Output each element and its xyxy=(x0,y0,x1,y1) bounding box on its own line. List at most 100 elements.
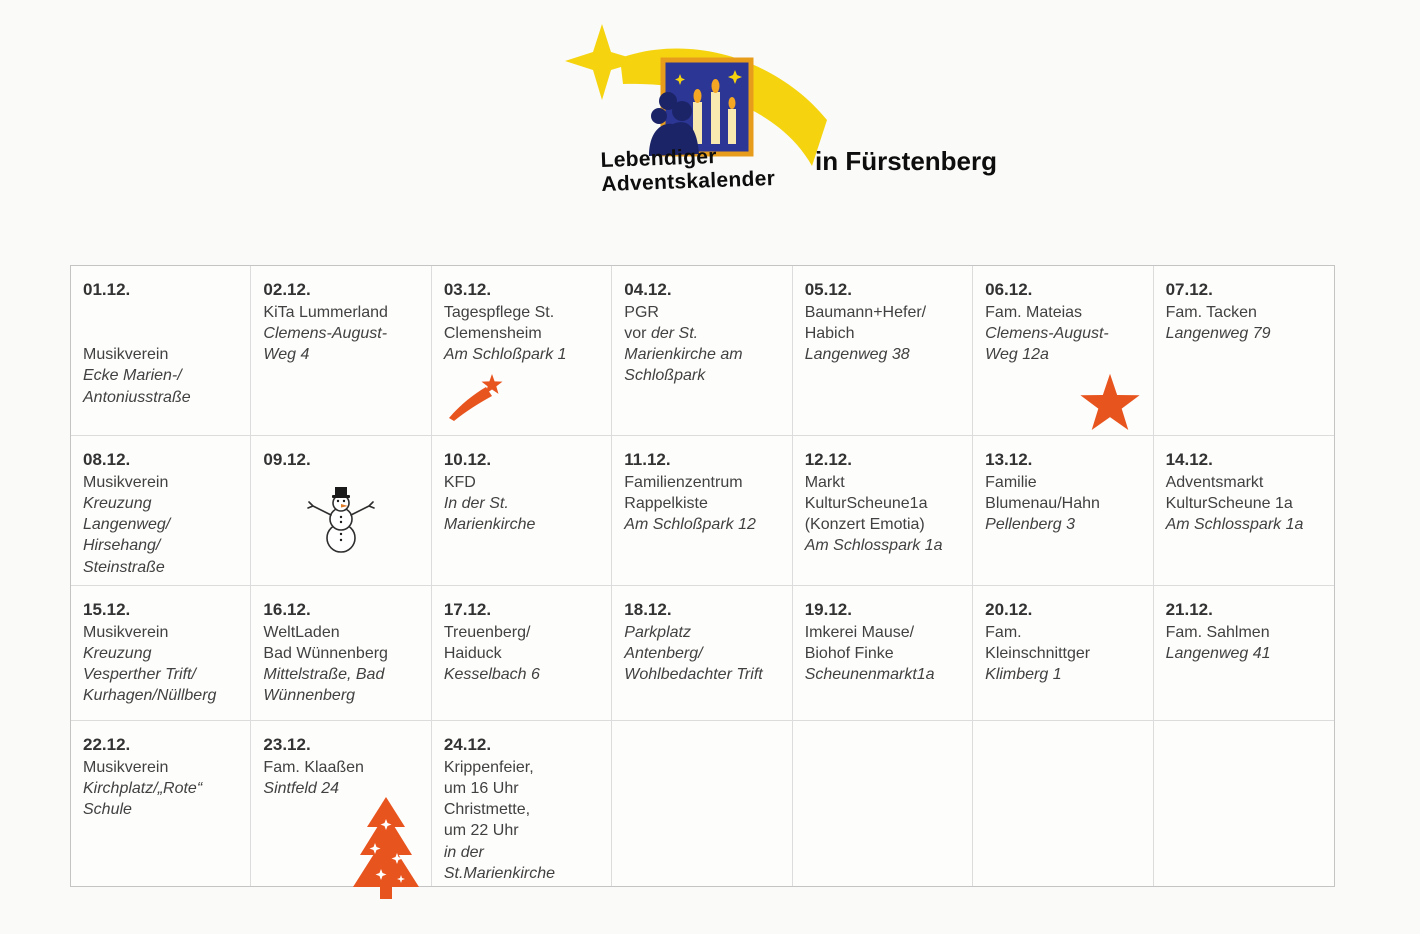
calendar-cell-09-12: 09.12. xyxy=(251,436,432,586)
cell-text-line: WeltLaden xyxy=(263,623,340,641)
cell-text-line: Am Schloßpark 1 xyxy=(443,346,567,364)
calendar-grid: 01.12. Musikverein Ecke Marien-/ Antoniuss… xyxy=(70,265,1335,900)
calendar-cell-10-12: 10.12. KFD In der St. Marienkirche xyxy=(431,436,613,586)
cell-date-label: 18.12. xyxy=(624,600,672,619)
page-header: Lebendiger Adventskalender in Fürstenber… xyxy=(0,0,1420,265)
cell-date-label: 12.12. xyxy=(804,450,852,469)
cell-text-line: Kleinschnittger xyxy=(985,644,1091,662)
shooting-star-icon xyxy=(448,373,504,422)
cell-text-line: Habich xyxy=(804,324,855,342)
cell-date-label: 17.12. xyxy=(443,600,492,619)
cell-text-line: Parkplatz xyxy=(624,623,691,641)
cell-text-line: Haiduck xyxy=(443,644,502,662)
adventskalender-logo-icon xyxy=(565,24,827,166)
cell-text-line: Familie xyxy=(985,473,1037,491)
cell-text-line: Fam. Tacken xyxy=(1165,303,1257,321)
cell-date-label: 23.12. xyxy=(263,735,311,754)
cell-text-line: KiTa Lummerland xyxy=(263,303,388,321)
cell-date-label: 05.12. xyxy=(804,280,852,299)
calendar-cell-21-12: 21.12. Fam. Sahlmen Langenweg 41 xyxy=(1153,586,1334,721)
cell-date-label: 01.12. xyxy=(83,280,131,299)
cell-date-label: 20.12. xyxy=(985,600,1033,619)
cell-text-line: Kirchplatz/„Rote“ xyxy=(83,779,203,797)
calendar-cell-23-12: 23.12. Fam. Klaaßen Sintfeld 24 xyxy=(251,721,432,900)
cell-text-line: Wohlbedachter Trift xyxy=(624,666,763,684)
calendar-cell-01-12: 01.12. Musikverein Ecke Marien-/ Antoniuss… xyxy=(71,266,252,436)
cell-date-label: 03.12. xyxy=(443,280,492,299)
cell-date-label: 10.12. xyxy=(443,450,492,469)
cell-date-label: 07.12. xyxy=(1165,280,1213,299)
cell-text-line: Weg 4 xyxy=(263,346,310,364)
calendar-cell-19-12: 19.12. Imkerei Mause/Biohof Finke Scheunen… xyxy=(792,586,974,721)
calendar-cell-04-12: 04.12. PGR vor der St. Marienkirche am Schlo… xyxy=(612,266,793,436)
cell-text-line: Marienkirche am xyxy=(624,346,743,364)
cell-text-line: Langenweg 41 xyxy=(1165,644,1271,662)
cell-text-line: Musikverein xyxy=(83,346,169,364)
cell-text-line: Langenweg 38 xyxy=(804,346,910,364)
cell-text-line: Steinstraße xyxy=(83,558,165,576)
cell-text-line: Treuenberg/ xyxy=(443,623,531,641)
cell-text-line: Am Schlosspark 1a xyxy=(804,537,943,555)
cell-text-line: KulturScheune1a xyxy=(804,494,928,512)
cell-date-label: 04.12. xyxy=(624,280,672,299)
calendar-cell-03-12: 03.12. Tagespflege St. Clemensheim Am Schlo… xyxy=(431,266,613,436)
cell-date-label: 08.12. xyxy=(83,450,131,469)
cell-text-line: Hirsehang/ xyxy=(83,537,161,555)
calendar-cell-empty xyxy=(612,721,793,886)
cell-text-line: Biohof Finke xyxy=(804,644,894,662)
calendar-cell-17-12: 17.12. Treuenberg/Haiduck Kesselbach 6 xyxy=(431,586,613,721)
calendar-cell-11-12: 11.12. Familienzentrum Rappelkiste Am Schlo… xyxy=(612,436,793,586)
cell-date-label: 22.12. xyxy=(83,735,131,754)
calendar-cell-22-12: 22.12. Musikverein Kirchplatz/„Rote“ Schule xyxy=(71,721,252,886)
cell-text-line: Clemens-August- xyxy=(263,324,388,342)
calendar-cell-13-12: 13.12. Familie Blumenau/Hahn Pellenberg 3 xyxy=(973,436,1154,586)
cell-date-label: 06.12. xyxy=(985,280,1033,299)
cell-spacer-line xyxy=(83,323,242,344)
big-star-icon xyxy=(1077,371,1143,435)
cell-text-line: Familienzentrum xyxy=(624,473,743,491)
cell-text-line: Musikverein xyxy=(83,623,169,641)
cell-text-line: Am Schloßpark 12 xyxy=(624,516,756,534)
calendar-cell-14-12: 14.12. Adventsmarkt KulturScheune 1a Am Sch… xyxy=(1153,436,1334,586)
calendar-cell-16-12: 16.12. WeltLaden Bad Wünnenberg Mittelstraß… xyxy=(251,586,432,721)
cell-text-line: Christmette, xyxy=(443,801,531,819)
cell-date-label: 11.12. xyxy=(624,450,671,469)
cell-text-line: Baumann+Hefer/ xyxy=(804,303,927,321)
calendar-cell-empty xyxy=(1154,721,1334,886)
cell-date-label: 14.12. xyxy=(1165,450,1213,469)
cell-text-line: Schloßpark xyxy=(624,367,706,385)
cell-text-line: Am Schlosspark 1a xyxy=(1165,516,1304,534)
cell-date-label: 13.12. xyxy=(985,450,1033,469)
calendar-cell-06-12: 06.12. Fam. Mateias Clemens-August- Weg 12a xyxy=(973,266,1154,436)
cell-text-line: um 16 Uhr xyxy=(443,779,519,797)
cell-date-label: 16.12. xyxy=(263,600,311,619)
cell-text-line: Pellenberg 3 xyxy=(985,516,1075,534)
cell-text-line: Musikverein xyxy=(83,758,169,776)
cell-text-line: KulturScheune 1a xyxy=(1165,494,1293,512)
cell-spacer-line xyxy=(83,302,242,323)
cell-text-line: In der St. xyxy=(443,494,509,512)
cell-text-line: Clemensheim xyxy=(443,324,542,342)
calendar-cell-05-12: 05.12. Baumann+Hefer/Habich Langenweg 38 xyxy=(792,266,974,436)
calendar-cell-24-12: 24.12. Krippenfeier, um 16 Uhr Christmette,… xyxy=(432,721,613,886)
cell-text-line: Scheunenmarkt1a xyxy=(804,666,935,684)
calendar-cell-empty xyxy=(973,721,1154,886)
cell-text-line: Rappelkiste xyxy=(624,494,708,512)
cell-text-line: Fam. xyxy=(985,623,1022,641)
page-title: in Fürstenberg xyxy=(815,146,998,176)
cell-text-line: in der xyxy=(443,843,484,861)
cell-text-line: Fam. Klaaßen xyxy=(263,758,364,776)
cell-text-line: Markt xyxy=(804,473,845,491)
cell-text-line: Mittelstraße, Bad xyxy=(263,666,385,684)
cell-text-line: Fam. Mateias xyxy=(985,303,1083,321)
calendar-cell-12-12: 12.12. Markt KulturScheune1a (Konzert Emoti… xyxy=(792,436,974,586)
cell-text-line: um 22 Uhr xyxy=(443,822,519,840)
cell-text-line: Langenweg/ xyxy=(83,516,171,534)
cell-text-line: Bad Wünnenberg xyxy=(263,644,388,662)
christmas-tree-icon xyxy=(351,797,421,900)
cell-text-line: Imkerei Mause/ xyxy=(804,623,915,641)
cell-text-line: Wünnenberg xyxy=(263,687,356,705)
calendar-cell-empty xyxy=(793,721,974,886)
cell-text-line: Sintfeld 24 xyxy=(263,779,340,797)
cell-text-line: Adventsmarkt xyxy=(1165,473,1264,491)
